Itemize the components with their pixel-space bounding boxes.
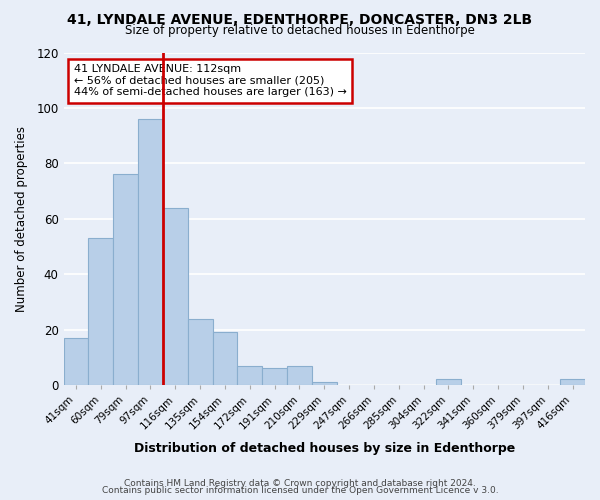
Bar	[138, 119, 163, 385]
Text: Contains public sector information licensed under the Open Government Licence v : Contains public sector information licen…	[101, 486, 499, 495]
X-axis label: Distribution of detached houses by size in Edenthorpe: Distribution of detached houses by size …	[134, 442, 515, 455]
Bar	[262, 368, 287, 385]
Text: 41, LYNDALE AVENUE, EDENTHORPE, DONCASTER, DN3 2LB: 41, LYNDALE AVENUE, EDENTHORPE, DONCASTE…	[67, 12, 533, 26]
Text: Contains HM Land Registry data © Crown copyright and database right 2024.: Contains HM Land Registry data © Crown c…	[124, 478, 476, 488]
Bar	[88, 238, 113, 385]
Text: 41 LYNDALE AVENUE: 112sqm
← 56% of detached houses are smaller (205)
44% of semi: 41 LYNDALE AVENUE: 112sqm ← 56% of detac…	[74, 64, 347, 98]
Bar	[312, 382, 337, 385]
Bar	[113, 174, 138, 385]
Text: Size of property relative to detached houses in Edenthorpe: Size of property relative to detached ho…	[125, 24, 475, 37]
Bar	[287, 366, 312, 385]
Bar	[560, 380, 585, 385]
Bar	[238, 366, 262, 385]
Y-axis label: Number of detached properties: Number of detached properties	[15, 126, 28, 312]
Bar	[436, 380, 461, 385]
Bar	[64, 338, 88, 385]
Bar	[163, 208, 188, 385]
Bar	[188, 318, 212, 385]
Bar	[212, 332, 238, 385]
